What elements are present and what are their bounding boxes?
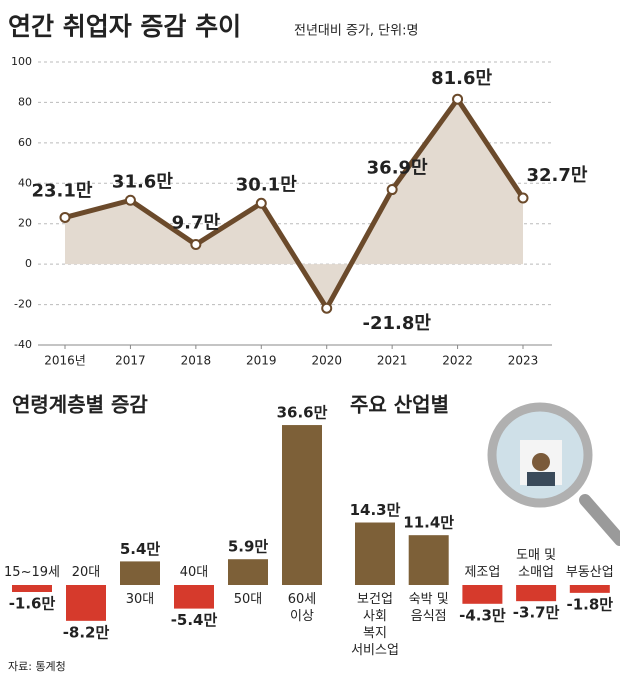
category-label: 60세 이상 [287, 592, 317, 624]
x-tick-label: 2018 [181, 354, 212, 368]
value-label: -21.8만 [362, 313, 431, 334]
x-tick-label: 2016년 [44, 354, 86, 368]
x-tick-label: 2017 [115, 354, 146, 368]
category-label: 15~19세 [4, 565, 60, 580]
category-label: 20대 [71, 565, 101, 580]
x-tick-label: 2019 [246, 354, 277, 368]
bar [66, 585, 106, 621]
marker [59, 211, 71, 223]
chart-title: 연간 취업자 증감 추이 [8, 12, 241, 41]
value-label: -3.7만 [513, 604, 560, 622]
marker [321, 302, 333, 314]
y-tick-label: 80 [18, 95, 32, 108]
bar [355, 522, 395, 585]
x-tick-label: 2022 [442, 354, 473, 368]
value-label: 9.7만 [172, 213, 221, 234]
y-tick-label: 20 [18, 217, 32, 230]
value-label: 14.3만 [350, 501, 401, 519]
y-tick-label: 100 [11, 55, 32, 68]
value-label: 30.1만 [236, 174, 297, 195]
marker [255, 197, 267, 209]
area [65, 99, 523, 309]
y-tick-label: -40 [14, 338, 32, 351]
x-tick-label: 2021 [377, 354, 408, 368]
bar [282, 425, 322, 585]
value-label: 11.4만 [403, 514, 454, 532]
value-label: 5.4만 [120, 540, 161, 558]
value-label: -1.6만 [9, 594, 56, 612]
value-label: 36.6만 [277, 404, 328, 422]
y-tick-label: 60 [18, 136, 32, 149]
marker [386, 184, 398, 196]
value-label: -5.4만 [171, 611, 218, 629]
value-label: 31.6만 [112, 171, 173, 192]
category-label: 도매 및 소매업 [516, 548, 557, 580]
bar [120, 561, 160, 585]
value-label: 36.9만 [367, 158, 428, 179]
marker [190, 239, 202, 251]
category-label: 제조업 [464, 565, 501, 580]
section-title: 연령계층별 증감 [12, 393, 148, 417]
marker [517, 192, 529, 204]
x-tick-label: 2023 [508, 354, 539, 368]
value-label: 32.7만 [527, 165, 588, 186]
value-label: 23.1만 [32, 180, 93, 201]
section-title: 주요 산업별 [350, 393, 449, 417]
y-tick-label: 40 [18, 176, 32, 189]
bar [516, 585, 557, 602]
bar [408, 535, 449, 585]
bar [12, 585, 52, 592]
marker [124, 194, 136, 206]
value-label: -4.3만 [459, 606, 506, 624]
category-label: 보건업 사회 복지 서비스업 [351, 592, 399, 658]
line [64, 96, 526, 311]
source: 자료: 통계청 [8, 660, 66, 673]
category-label: 50대 [233, 592, 263, 607]
value-label: 81.6만 [431, 68, 492, 89]
chart-subtitle: 전년대비 증가, 단위:명 [294, 24, 418, 39]
y-tick-label: 0 [25, 257, 32, 270]
bar [462, 585, 503, 604]
category-label: 40대 [179, 565, 209, 580]
category-label: 부동산업 [565, 565, 614, 580]
value-label: -1.8만 [566, 595, 613, 613]
bar [228, 559, 268, 585]
marker [452, 93, 464, 105]
value-label: 5.9만 [228, 538, 269, 556]
category-label: 30대 [125, 592, 155, 607]
y-tick-label: -20 [14, 298, 32, 311]
magnifier-icon [487, 402, 620, 546]
bar [174, 585, 214, 609]
bar [569, 585, 610, 593]
category-label: 숙박 및 음식점 [408, 592, 449, 624]
x-tick-label: 2020 [311, 354, 342, 368]
value-label: -8.2만 [63, 623, 110, 641]
